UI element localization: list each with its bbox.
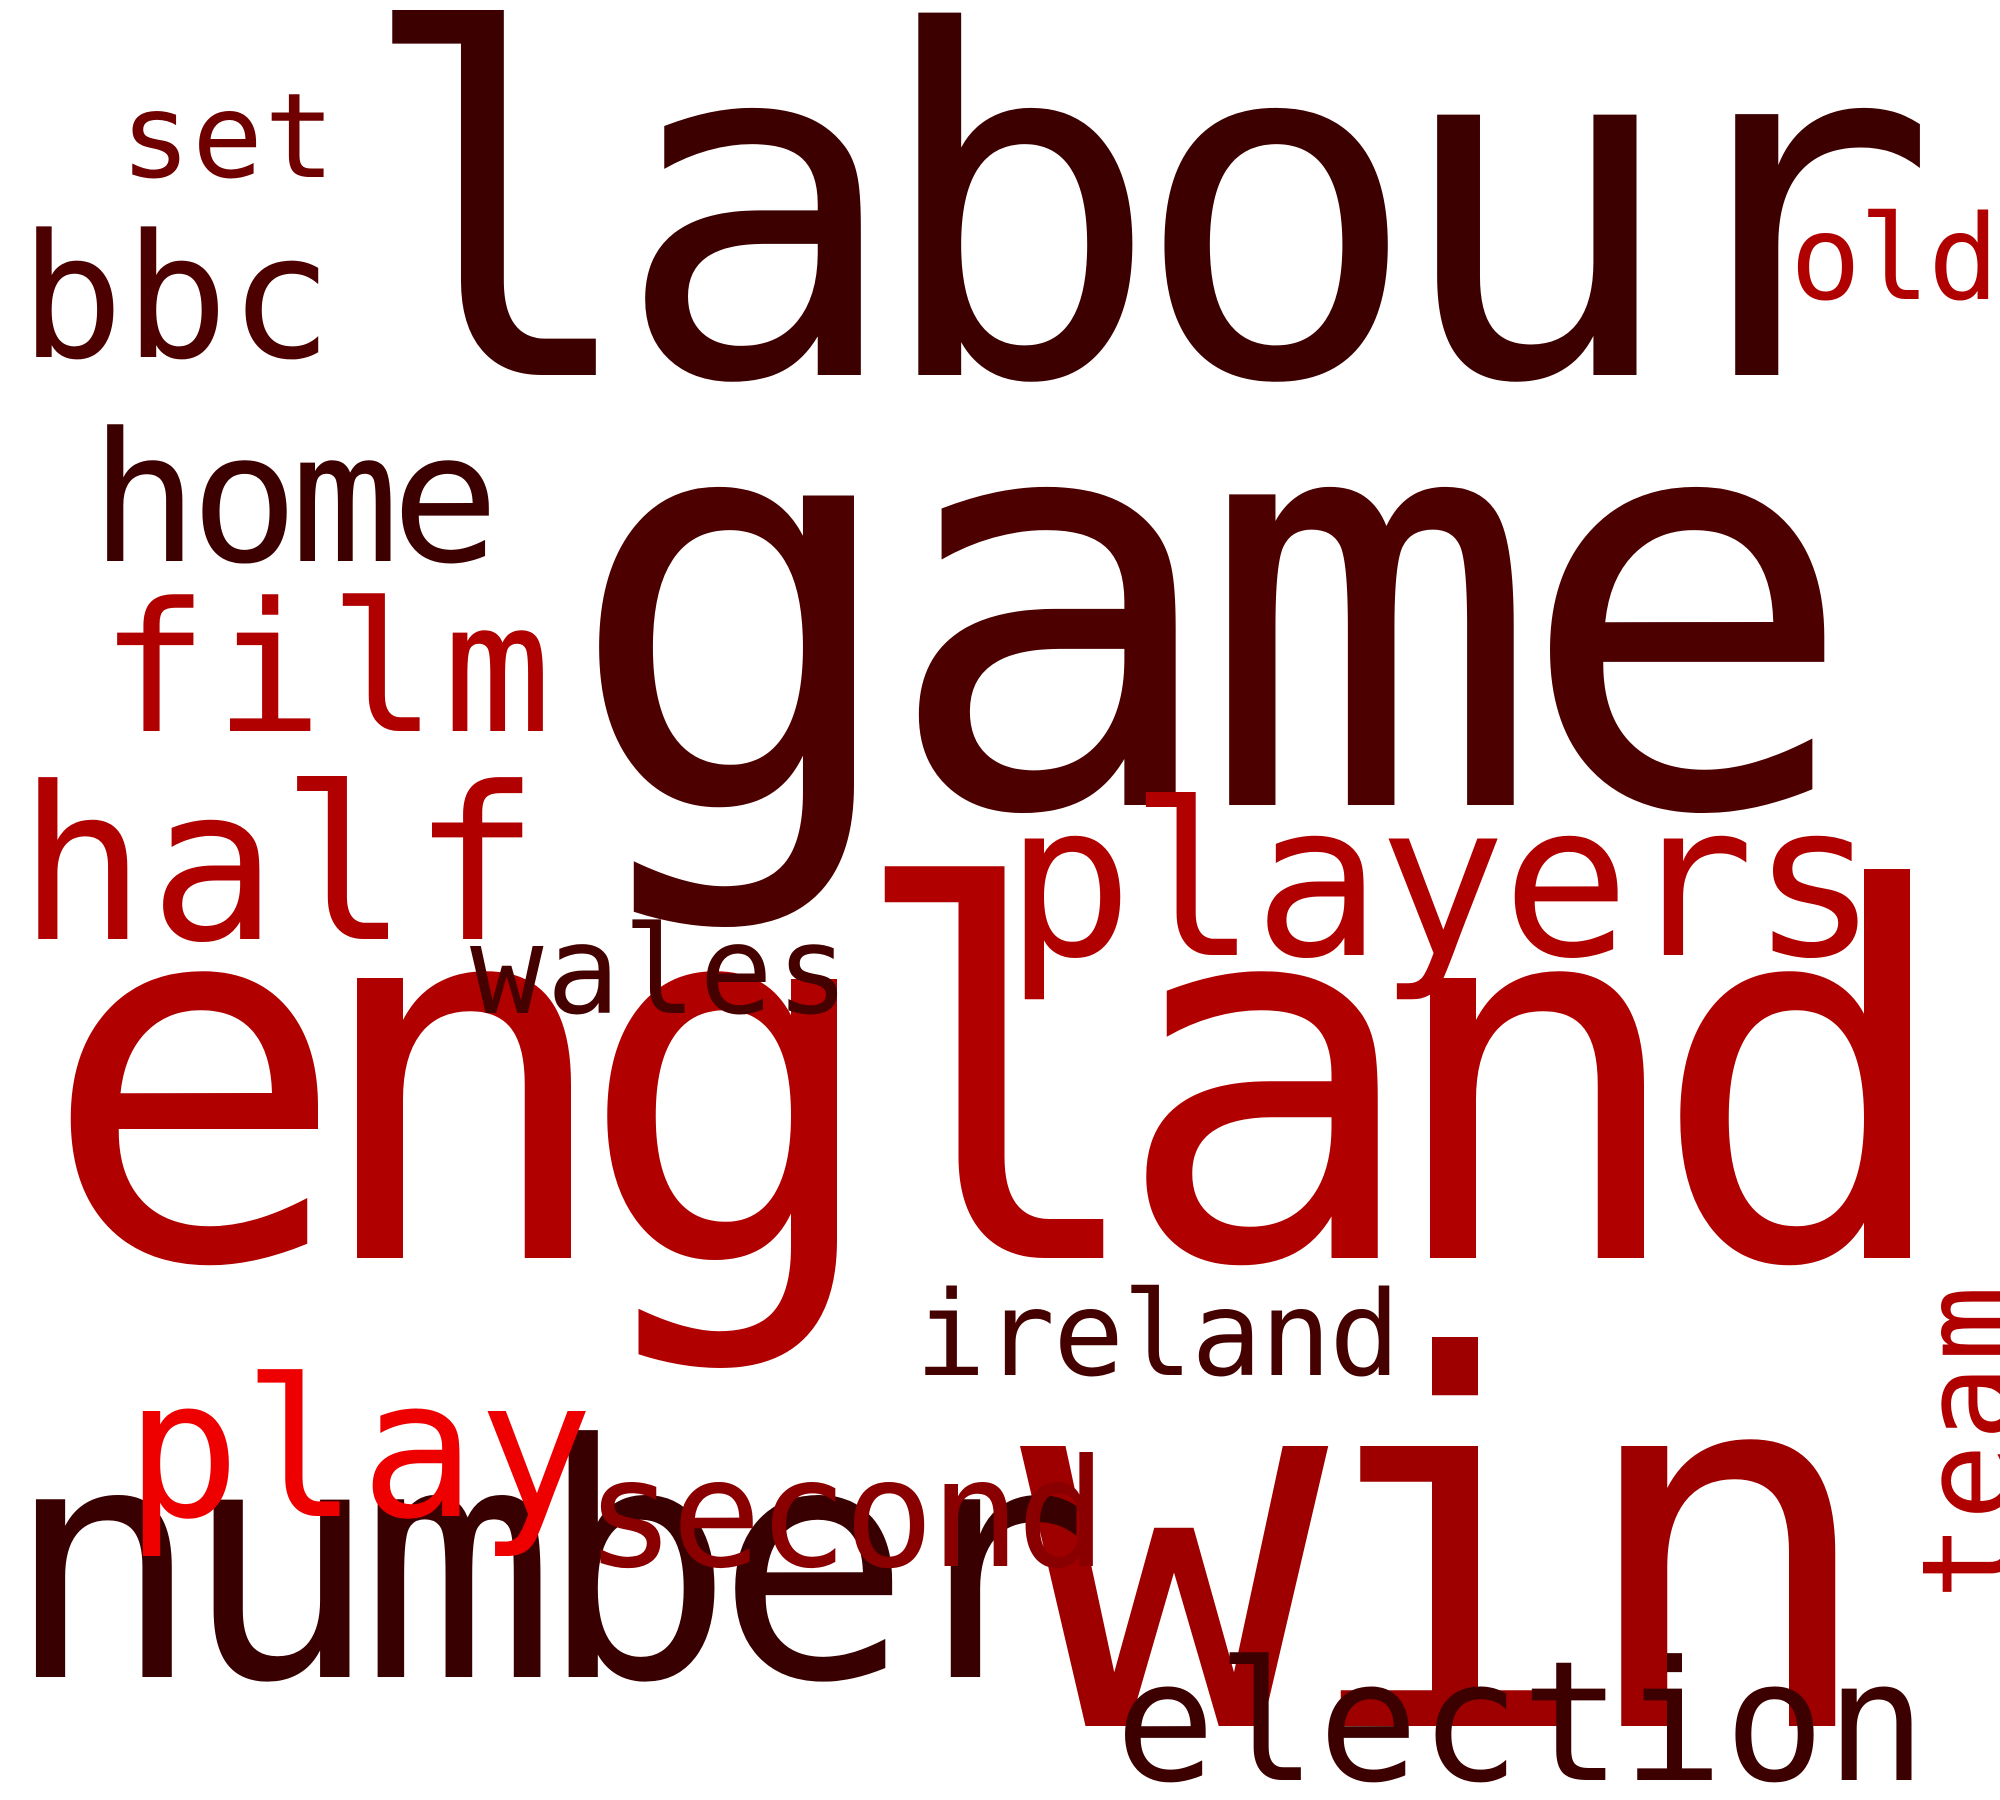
word-win: win <box>1020 1251 1881 1800</box>
word-play: play <box>125 1339 596 1562</box>
word-wales: wales <box>470 900 853 1042</box>
word-old: old <box>1790 189 1999 327</box>
word-players: players <box>1005 758 1879 1006</box>
word-home: home <box>90 395 499 604</box>
word-number: number <box>5 1375 1089 1754</box>
word-election: election <box>1115 1626 1928 1800</box>
word-bbc: bbc <box>20 197 334 398</box>
word-second: second <box>585 1428 1107 1602</box>
word-set: set <box>120 67 337 205</box>
word-film: film <box>100 565 558 774</box>
word-game: game <box>565 278 1858 939</box>
word-ireland: ireland <box>915 1265 1400 1403</box>
word-labour: labour <box>355 0 1938 488</box>
word-england: england <box>40 783 1958 1379</box>
word-half: half <box>18 742 543 990</box>
word-team: team <box>1894 1282 2000 1600</box>
